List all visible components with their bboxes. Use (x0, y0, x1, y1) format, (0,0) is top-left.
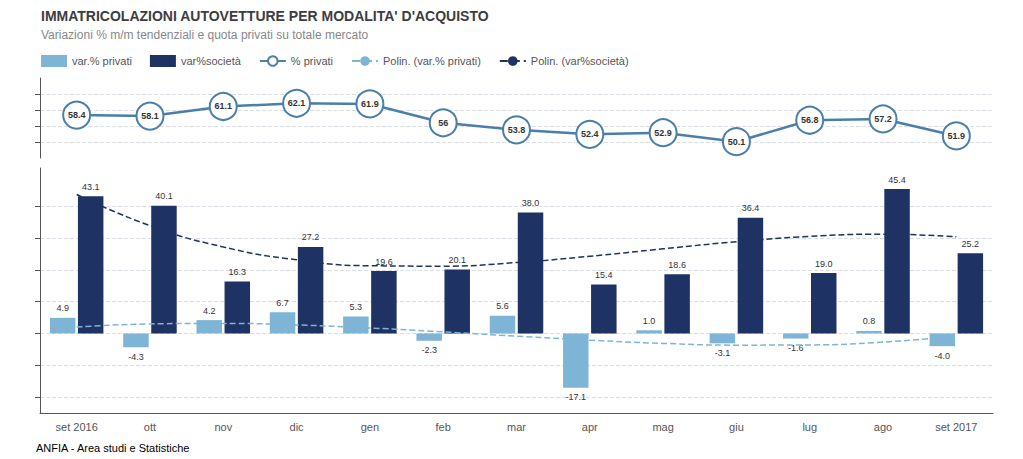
svg-text:53.8: 53.8 (508, 125, 526, 135)
svg-text:51.9: 51.9 (948, 131, 966, 141)
svg-text:45.4: 45.4 (888, 175, 906, 185)
svg-text:43.1: 43.1 (82, 182, 100, 192)
svg-text:16.3: 16.3 (229, 267, 247, 277)
svg-text:ANFIA - Area studi e Statistic: ANFIA - Area studi e Statistiche (36, 442, 189, 454)
svg-text:19.0: 19.0 (815, 259, 833, 269)
svg-text:5.6: 5.6 (496, 301, 509, 311)
svg-text:-17.1: -17.1 (566, 392, 587, 402)
svg-text:61.1: 61.1 (215, 101, 233, 111)
svg-text:mag: mag (652, 421, 673, 433)
svg-text:-1.6: -1.6 (788, 343, 804, 353)
svg-text:62.1: 62.1 (288, 98, 306, 108)
svg-text:52.4: 52.4 (581, 129, 599, 139)
svg-text:Polin. (var%società): Polin. (var%società) (531, 55, 629, 67)
svg-text:Variazioni % m/m tendenziali e: Variazioni % m/m tendenziali e quota pri… (41, 28, 369, 42)
svg-text:set 2016: set 2016 (56, 421, 98, 433)
svg-text:% privati: % privati (291, 55, 333, 67)
svg-text:-4.0: -4.0 (935, 351, 951, 361)
svg-text:56: 56 (438, 118, 448, 128)
svg-text:4.9: 4.9 (56, 303, 69, 313)
svg-text:1.0: 1.0 (643, 316, 656, 326)
svg-text:-3.1: -3.1 (715, 348, 731, 358)
svg-text:15.4: 15.4 (595, 270, 613, 280)
svg-text:61.9: 61.9 (361, 99, 379, 109)
svg-text:20.1: 20.1 (448, 255, 466, 265)
svg-text:4.2: 4.2 (203, 306, 216, 316)
svg-text:set 2017: set 2017 (935, 421, 977, 433)
svg-text:50.1: 50.1 (728, 137, 746, 147)
svg-text:feb: feb (436, 421, 451, 433)
svg-text:mar: mar (507, 421, 526, 433)
svg-text:IMMATRICOLAZIONI AUTOVETTURE P: IMMATRICOLAZIONI AUTOVETTURE PER MODALIT… (41, 8, 489, 24)
svg-text:nov: nov (214, 421, 232, 433)
svg-text:0.8: 0.8 (863, 316, 876, 326)
svg-text:58.4: 58.4 (68, 110, 86, 120)
svg-text:ott: ott (144, 421, 156, 433)
svg-text:lug: lug (802, 421, 817, 433)
svg-text:-4.3: -4.3 (128, 352, 144, 362)
svg-text:dic: dic (290, 421, 305, 433)
svg-text:ago: ago (874, 421, 892, 433)
svg-text:40.1: 40.1 (155, 191, 173, 201)
svg-text:var%società: var%società (181, 55, 242, 67)
svg-text:apr: apr (582, 421, 598, 433)
svg-text:18.6: 18.6 (668, 260, 686, 270)
svg-text:36.4: 36.4 (742, 203, 760, 213)
svg-text:giu: giu (729, 421, 744, 433)
svg-text:38.0: 38.0 (522, 198, 540, 208)
svg-text:58.1: 58.1 (141, 111, 159, 121)
svg-text:56.8: 56.8 (801, 115, 819, 125)
svg-text:-2.3: -2.3 (421, 345, 437, 355)
svg-text:25.2: 25.2 (962, 239, 980, 249)
svg-text:6.7: 6.7 (276, 298, 289, 308)
svg-text:52.9: 52.9 (654, 128, 672, 138)
svg-text:gen: gen (361, 421, 379, 433)
svg-text:var.% privati: var.% privati (72, 55, 132, 67)
svg-text:57.2: 57.2 (874, 114, 892, 124)
svg-text:27.2: 27.2 (302, 232, 320, 242)
svg-text:19.6: 19.6 (375, 257, 393, 267)
svg-text:5.3: 5.3 (350, 302, 363, 312)
svg-text:Polin. (var.% privati): Polin. (var.% privati) (383, 55, 481, 67)
